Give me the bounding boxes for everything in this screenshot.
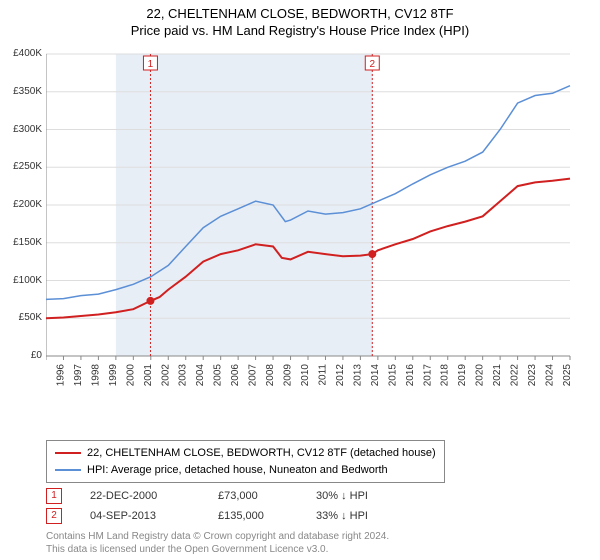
svg-text:2006: 2006 xyxy=(230,364,241,387)
svg-text:2011: 2011 xyxy=(317,364,328,386)
y-tick-label: £400K xyxy=(0,48,42,59)
svg-text:1995: 1995 xyxy=(46,364,49,387)
svg-text:2024: 2024 xyxy=(545,364,556,387)
marker-number: 1 xyxy=(46,488,62,504)
svg-text:2019: 2019 xyxy=(457,364,468,387)
svg-text:2002: 2002 xyxy=(160,364,171,387)
marker-pct: 33% ↓ HPI xyxy=(316,510,396,522)
marker-date: 04-SEP-2013 xyxy=(90,510,190,522)
svg-text:2020: 2020 xyxy=(475,364,486,387)
marker-price: £135,000 xyxy=(218,510,288,522)
y-tick-label: £250K xyxy=(0,161,42,172)
marker-number: 2 xyxy=(46,508,62,524)
marker-table: 1 22-DEC-2000 £73,000 30% ↓ HPI 2 04-SEP-2013… xyxy=(46,486,396,526)
y-tick-label: £200K xyxy=(0,199,42,210)
legend-label: HPI: Average price, detached house, Nune… xyxy=(87,462,388,479)
svg-text:2010: 2010 xyxy=(300,364,311,387)
title-block: 22, CHELTENHAM CLOSE, BEDWORTH, CV12 8TF… xyxy=(0,0,600,38)
chart-container: 22, CHELTENHAM CLOSE, BEDWORTH, CV12 8TF… xyxy=(0,0,600,560)
svg-text:2014: 2014 xyxy=(370,364,381,387)
legend: 22, CHELTENHAM CLOSE, BEDWORTH, CV12 8TF… xyxy=(46,440,445,483)
svg-text:1996: 1996 xyxy=(55,364,66,387)
svg-text:1: 1 xyxy=(148,59,154,70)
title-subtitle: Price paid vs. HM Land Registry's House … xyxy=(0,23,600,38)
svg-text:2023: 2023 xyxy=(527,364,538,387)
svg-text:2016: 2016 xyxy=(405,364,416,387)
svg-text:2018: 2018 xyxy=(440,364,451,387)
y-tick-label: £150K xyxy=(0,237,42,248)
svg-text:2005: 2005 xyxy=(213,364,224,387)
y-tick-label: £0 xyxy=(0,350,42,361)
marker-price: £73,000 xyxy=(218,490,288,502)
footer-line1: Contains HM Land Registry data © Crown c… xyxy=(46,530,389,543)
price-chart: 1995 1996 1997 1998 1999 2000 2001 2002 2003 2004… xyxy=(46,48,576,398)
svg-text:2009: 2009 xyxy=(283,364,294,387)
title-address: 22, CHELTENHAM CLOSE, BEDWORTH, CV12 8TF xyxy=(0,6,600,21)
svg-text:2025: 2025 xyxy=(562,364,573,387)
svg-text:2000: 2000 xyxy=(125,364,136,387)
svg-text:2: 2 xyxy=(369,59,375,70)
svg-text:1998: 1998 xyxy=(90,364,101,387)
svg-text:2001: 2001 xyxy=(143,364,154,387)
y-tick-label: £100K xyxy=(0,275,42,286)
svg-text:2012: 2012 xyxy=(335,364,346,387)
svg-text:2021: 2021 xyxy=(492,364,503,387)
svg-text:2003: 2003 xyxy=(178,364,189,387)
footer-attribution: Contains HM Land Registry data © Crown c… xyxy=(46,530,389,556)
footer-line2: This data is licensed under the Open Gov… xyxy=(46,543,389,556)
svg-text:1997: 1997 xyxy=(73,364,84,387)
y-tick-label: £350K xyxy=(0,86,42,97)
legend-swatch xyxy=(55,469,81,471)
legend-label: 22, CHELTENHAM CLOSE, BEDWORTH, CV12 8TF… xyxy=(87,445,436,462)
svg-text:2004: 2004 xyxy=(195,364,206,387)
marker-row: 2 04-SEP-2013 £135,000 33% ↓ HPI xyxy=(46,506,396,526)
legend-item: HPI: Average price, detached house, Nune… xyxy=(55,462,436,479)
legend-item: 22, CHELTENHAM CLOSE, BEDWORTH, CV12 8TF… xyxy=(55,445,436,462)
y-tick-label: £300K xyxy=(0,124,42,135)
svg-text:2013: 2013 xyxy=(352,364,363,387)
svg-text:2017: 2017 xyxy=(422,364,433,387)
svg-text:1999: 1999 xyxy=(108,364,119,387)
svg-text:2022: 2022 xyxy=(510,364,521,387)
y-tick-label: £50K xyxy=(0,312,42,323)
marker-row: 1 22-DEC-2000 £73,000 30% ↓ HPI xyxy=(46,486,396,506)
marker-date: 22-DEC-2000 xyxy=(90,490,190,502)
legend-swatch xyxy=(55,452,81,454)
svg-text:2008: 2008 xyxy=(265,364,276,387)
marker-pct: 30% ↓ HPI xyxy=(316,490,396,502)
svg-text:2015: 2015 xyxy=(387,364,398,387)
svg-text:2007: 2007 xyxy=(248,364,259,387)
